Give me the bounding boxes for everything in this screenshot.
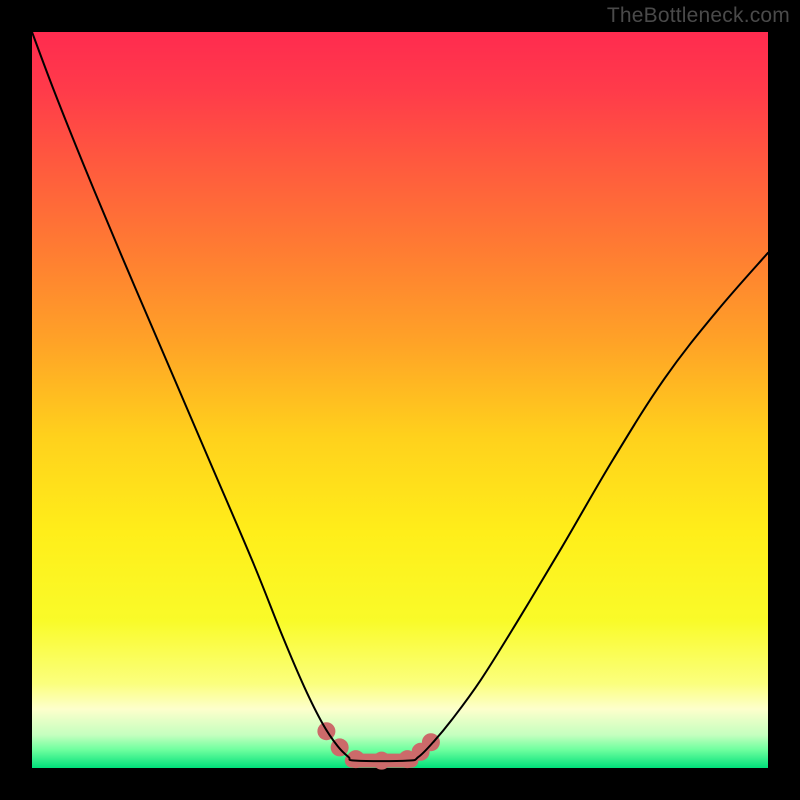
plot-background: [32, 32, 768, 768]
bottleneck-chart: [0, 0, 800, 800]
marker-dot: [422, 733, 440, 751]
watermark-text: TheBottleneck.com: [607, 4, 790, 28]
